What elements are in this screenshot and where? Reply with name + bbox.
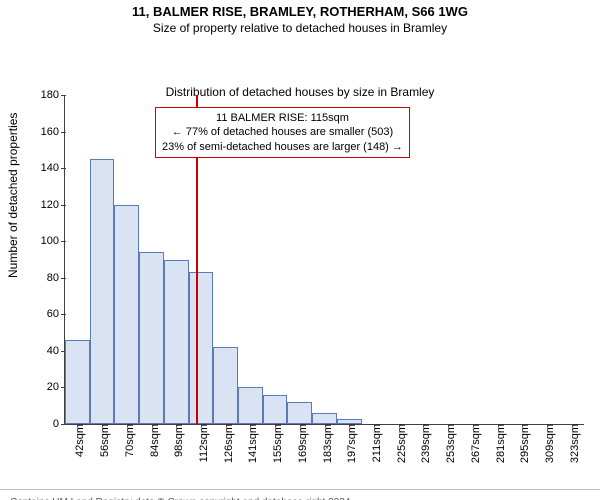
- x-tick: 98sqm: [167, 424, 185, 457]
- y-tick: 20: [47, 381, 65, 393]
- x-tick: 112sqm: [192, 424, 210, 462]
- y-tick: 140: [41, 162, 65, 174]
- annotation-line: 11 BALMER RISE: 115sqm: [162, 111, 403, 125]
- x-tick: 141sqm: [241, 424, 259, 463]
- chart-area: Number of detached properties 0204060801…: [0, 85, 600, 485]
- histogram-bar: [238, 387, 263, 424]
- x-tick: 323sqm: [563, 424, 581, 463]
- y-tick: 100: [41, 235, 65, 247]
- y-tick: 0: [53, 418, 65, 430]
- x-tick: 239sqm: [414, 424, 432, 463]
- x-tick: 126sqm: [217, 424, 235, 463]
- histogram-bar: [65, 340, 90, 424]
- x-tick: 295sqm: [513, 424, 531, 463]
- y-tick: 60: [47, 308, 65, 320]
- chart-title-main: 11, BALMER RISE, BRAMLEY, ROTHERHAM, S66…: [0, 4, 600, 19]
- x-tick: 169sqm: [291, 424, 309, 463]
- y-tick: 160: [41, 126, 65, 138]
- x-tick: 70sqm: [118, 424, 136, 457]
- annotation-box: 11 BALMER RISE: 115sqm← 77% of detached …: [155, 107, 410, 158]
- y-axis-label: Number of detached properties: [6, 113, 20, 278]
- plot-region: 02040608010012014016018042sqm56sqm70sqm8…: [64, 95, 584, 425]
- histogram-bar: [287, 402, 312, 424]
- x-tick: 42sqm: [68, 424, 86, 457]
- x-tick: 225sqm: [390, 424, 408, 463]
- x-tick: 211sqm: [365, 424, 383, 462]
- x-tick: 267sqm: [464, 424, 482, 463]
- x-tick: 155sqm: [266, 424, 284, 463]
- chart-title-sub: Size of property relative to detached ho…: [0, 21, 600, 35]
- x-tick: 56sqm: [93, 424, 111, 457]
- histogram-bar: [213, 347, 238, 424]
- x-tick: 253sqm: [439, 424, 457, 463]
- y-tick: 80: [47, 272, 65, 284]
- y-tick: 180: [41, 89, 65, 101]
- y-tick: 120: [41, 199, 65, 211]
- histogram-bar: [114, 205, 139, 424]
- histogram-bar: [312, 413, 337, 424]
- y-tick: 40: [47, 345, 65, 357]
- histogram-bar: [90, 159, 115, 424]
- x-tick: 197sqm: [340, 424, 358, 463]
- histogram-bar: [189, 272, 214, 424]
- histogram-bar: [164, 260, 189, 425]
- annotation-line: ← 77% of detached houses are smaller (50…: [162, 125, 403, 139]
- footer-line-1: Contains HM Land Registry data © Crown c…: [10, 496, 590, 500]
- annotation-line: 23% of semi-detached houses are larger (…: [162, 140, 403, 154]
- x-tick: 183sqm: [316, 424, 334, 463]
- histogram-bar: [139, 252, 164, 424]
- x-tick: 281sqm: [489, 424, 507, 463]
- x-tick: 309sqm: [538, 424, 556, 463]
- histogram-bar: [263, 395, 288, 424]
- footer-attribution: Contains HM Land Registry data © Crown c…: [0, 489, 600, 500]
- x-tick: 84sqm: [143, 424, 161, 457]
